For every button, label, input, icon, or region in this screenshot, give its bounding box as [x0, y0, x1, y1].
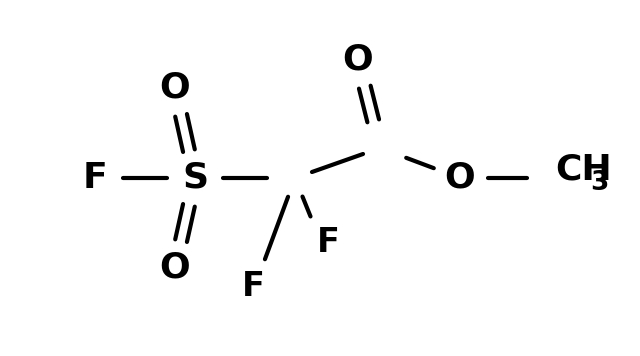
Text: O: O — [445, 161, 476, 195]
Text: CH: CH — [555, 153, 612, 187]
Text: 3: 3 — [590, 170, 609, 196]
Text: O: O — [159, 71, 190, 105]
Text: O: O — [159, 251, 190, 285]
Text: F: F — [317, 226, 339, 260]
Text: F: F — [241, 269, 264, 303]
Text: F: F — [83, 161, 108, 195]
Text: O: O — [342, 43, 373, 77]
Text: S: S — [182, 161, 208, 195]
